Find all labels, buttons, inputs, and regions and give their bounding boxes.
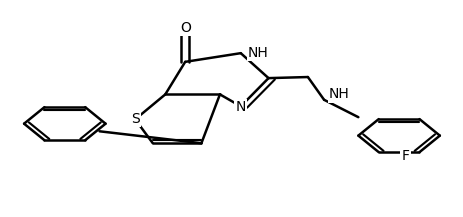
Text: NH: NH: [329, 87, 350, 101]
Text: O: O: [180, 21, 191, 35]
Text: N: N: [236, 100, 246, 114]
Text: F: F: [401, 149, 409, 163]
Text: NH: NH: [248, 46, 269, 60]
Text: S: S: [131, 112, 139, 126]
